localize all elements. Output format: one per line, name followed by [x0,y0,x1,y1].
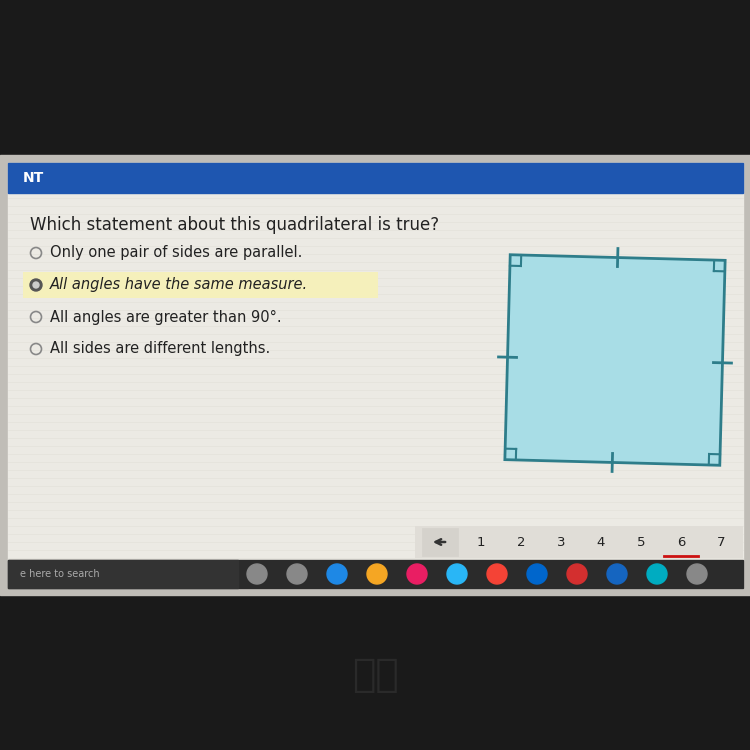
Polygon shape [505,255,725,465]
Text: 5: 5 [637,536,645,548]
Circle shape [367,564,387,584]
Bar [8,560,743,588]
Bar [0,155,750,595]
Text: e here to search: e here to search [20,569,100,579]
Bar [415,526,743,558]
Circle shape [647,564,667,584]
Bar [664,528,698,556]
Circle shape [287,564,307,584]
Text: NT: NT [23,171,44,185]
Text: All angles are greater than 90°.: All angles are greater than 90°. [50,310,282,325]
Text: 1: 1 [477,536,485,548]
Bar [8,163,743,588]
Bar [464,528,498,556]
Bar [624,528,658,556]
Circle shape [247,564,267,584]
Text: All sides are different lengths.: All sides are different lengths. [50,341,270,356]
Circle shape [607,564,627,584]
Bar [422,528,458,556]
Circle shape [487,564,507,584]
Text: 7: 7 [717,536,725,548]
Circle shape [327,564,347,584]
Circle shape [30,279,42,291]
Bar [23,272,378,298]
Circle shape [567,564,587,584]
Text: ⓗⓟ: ⓗⓟ [352,656,398,694]
Text: 2: 2 [517,536,525,548]
Bar [504,528,538,556]
Circle shape [407,564,427,584]
Text: Which statement about this quadrilateral is true?: Which statement about this quadrilateral… [30,216,439,234]
Text: 4: 4 [597,536,605,548]
Circle shape [527,564,547,584]
Bar [8,163,743,193]
Bar [544,528,578,556]
Text: All angles have the same measure.: All angles have the same measure. [50,278,308,292]
Bar [584,528,618,556]
Circle shape [447,564,467,584]
Bar [8,560,238,588]
Text: Only one pair of sides are parallel.: Only one pair of sides are parallel. [50,245,302,260]
Circle shape [687,564,707,584]
Text: 3: 3 [556,536,566,548]
Text: 6: 6 [676,536,686,548]
Circle shape [33,282,39,288]
Bar [704,528,738,556]
